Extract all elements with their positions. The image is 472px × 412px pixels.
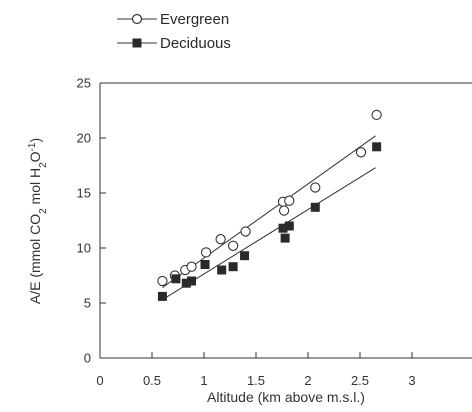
y-tick-label: 5 [84,296,91,311]
point-deciduous [284,221,294,231]
x-tick-label: 1 [200,373,207,388]
point-evergreen [278,205,290,216]
fit-lines [162,135,376,301]
point-deciduous [187,276,197,286]
legend-marker-deciduous [132,38,142,48]
x-tick-label: 1.5 [247,373,265,388]
legend-label-evergreen: Evergreen [160,11,229,28]
point-deciduous [372,142,382,152]
point-deciduous [181,278,191,288]
point-evergreen [371,109,382,121]
point-deciduous [278,223,288,233]
point-evergreen [200,247,212,258]
y-axis-title: A/E (mmol CO2 mol H2O-1) [27,138,49,304]
fit-line-evergreen [162,135,376,289]
legend: Evergreen Deciduous [117,11,231,52]
point-evergreen [355,147,367,158]
y-tick-label: 10 [77,241,91,256]
point-evergreen [215,234,226,245]
point-evergreen [186,261,197,272]
point-deciduous [217,265,227,275]
y-ticks: 0 5 10 15 20 25 [77,76,106,366]
x-ticks: 0 0.5 1 1.5 2 2.5 3 [96,352,416,388]
point-evergreen [310,182,321,193]
y-tick-label: 0 [84,351,91,366]
fit-line-deciduous [162,167,376,301]
plot-frame [99,82,472,359]
point-evergreen [227,240,239,251]
data-points [157,109,382,301]
point-deciduous [310,202,320,212]
x-tick-label: 2.5 [351,373,369,388]
point-evergreen [240,226,251,237]
point-deciduous [157,291,167,301]
x-tick-label: 0.5 [143,373,161,388]
x-tick-label: 2 [304,373,311,388]
point-deciduous [200,260,210,269]
legend-marker-evergreen [131,13,143,25]
point-deciduous [280,233,290,243]
y-tick-label: 20 [77,131,91,146]
point-deciduous [171,274,181,284]
point-deciduous [228,262,238,272]
y-tick-label: 15 [77,186,91,201]
point-deciduous [240,251,250,261]
legend-label-deciduous: Deciduous [160,35,231,52]
point-evergreen [284,195,295,206]
x-tick-label: 0 [96,373,103,388]
x-axis-title: Altitude (km above m.s.l.) [207,389,365,405]
point-evergreen [157,275,168,287]
y-tick-label: 25 [77,76,91,91]
x-tick-label: 3 [408,373,415,388]
